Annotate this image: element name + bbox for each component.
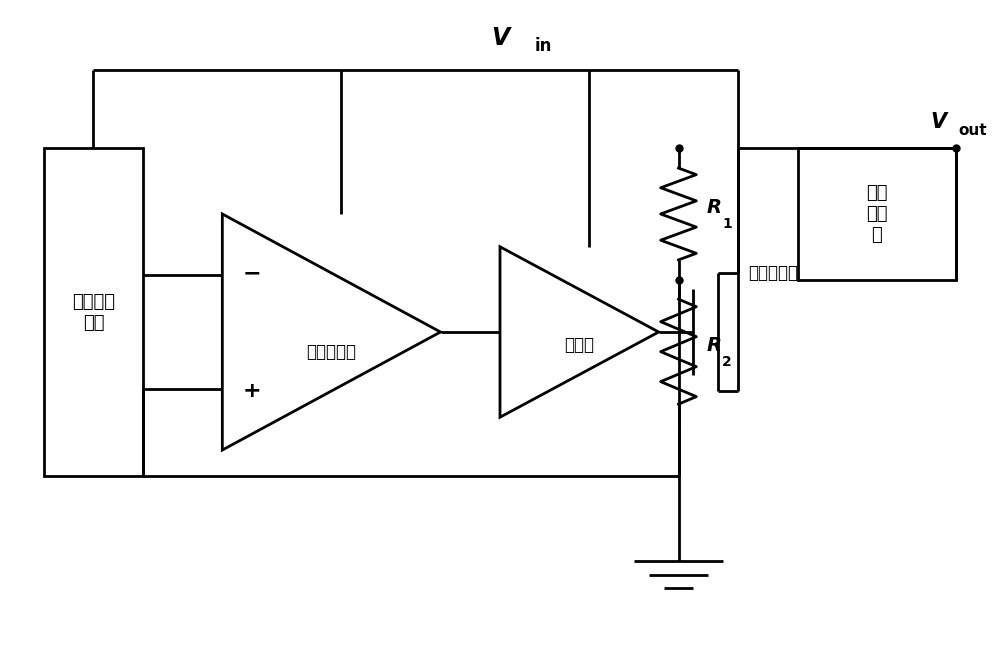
- Text: in: in: [535, 37, 552, 55]
- Text: V: V: [930, 112, 946, 132]
- Text: R: R: [706, 335, 721, 355]
- Text: 误差放大器: 误差放大器: [306, 343, 356, 361]
- Text: +: +: [243, 381, 261, 401]
- Text: −: −: [243, 263, 261, 283]
- Text: out: out: [958, 123, 987, 138]
- Bar: [798, 149, 956, 280]
- Text: 带隙基准
电路: 带隙基准 电路: [72, 293, 115, 332]
- Text: 硅通
孔电
容: 硅通 孔电 容: [866, 184, 888, 244]
- Text: V: V: [491, 26, 509, 50]
- Bar: [44, 149, 143, 476]
- Text: 1: 1: [722, 217, 732, 231]
- Text: 2: 2: [722, 355, 732, 369]
- Text: 输出功率管: 输出功率管: [748, 264, 798, 282]
- Text: R: R: [706, 198, 721, 217]
- Text: 驱动器: 驱动器: [564, 336, 594, 354]
